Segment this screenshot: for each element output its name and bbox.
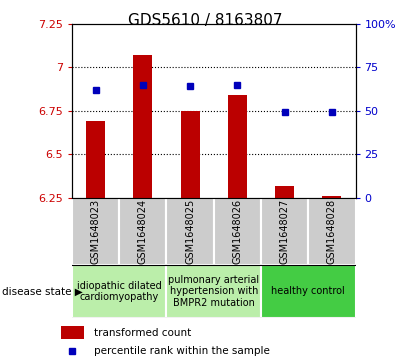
- Bar: [322, 196, 341, 198]
- Bar: [72, 265, 166, 318]
- Text: healthy control: healthy control: [271, 286, 345, 296]
- Text: GDS5610 / 8163807: GDS5610 / 8163807: [128, 13, 283, 28]
- Bar: [261, 198, 308, 265]
- Text: GSM1648024: GSM1648024: [138, 199, 148, 264]
- Bar: [61, 326, 84, 339]
- Bar: [261, 265, 356, 318]
- Text: percentile rank within the sample: percentile rank within the sample: [94, 346, 270, 356]
- Text: GSM1648026: GSM1648026: [232, 199, 242, 264]
- Text: idiopathic dilated
cardiomyopathy: idiopathic dilated cardiomyopathy: [77, 281, 162, 302]
- Bar: [86, 121, 105, 198]
- Bar: [214, 198, 261, 265]
- Text: GSM1648028: GSM1648028: [327, 199, 337, 264]
- Bar: [180, 111, 199, 198]
- Text: GSM1648023: GSM1648023: [90, 199, 101, 264]
- Text: disease state ▶: disease state ▶: [2, 286, 83, 296]
- Text: pulmonary arterial
hypertension with
BMPR2 mutation: pulmonary arterial hypertension with BMP…: [168, 275, 259, 308]
- Text: GSM1648027: GSM1648027: [279, 199, 290, 264]
- Bar: [166, 265, 261, 318]
- Text: GSM1648025: GSM1648025: [185, 199, 195, 264]
- Text: transformed count: transformed count: [94, 327, 191, 338]
- Bar: [166, 198, 214, 265]
- Bar: [228, 95, 247, 198]
- Bar: [119, 198, 166, 265]
- Bar: [72, 198, 119, 265]
- Bar: [308, 198, 356, 265]
- Bar: [133, 55, 152, 198]
- Bar: [275, 185, 294, 198]
